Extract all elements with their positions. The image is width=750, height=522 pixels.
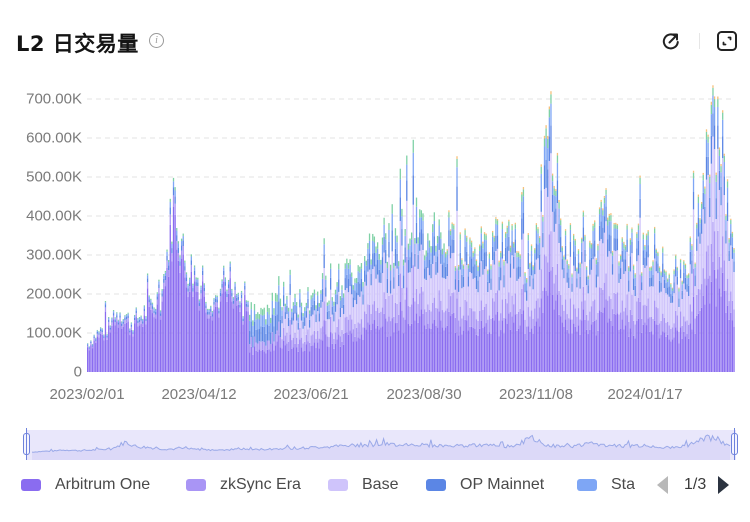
legend-label: Sta xyxy=(611,476,635,493)
y-tick-0: 0 xyxy=(73,363,82,381)
chart-header: L2 日交易量 i xyxy=(0,0,750,80)
legend-prev-page-icon[interactable] xyxy=(657,476,668,494)
datazoom-start-handle[interactable] xyxy=(23,428,30,460)
chart-title: L2 日交易量 xyxy=(16,32,139,56)
legend-item-starknet[interactable]: Sta xyxy=(577,472,635,498)
x-tick: 2023/08/30 xyxy=(386,386,462,403)
legend-swatch xyxy=(186,479,206,491)
y-tick-600k: 600.00K xyxy=(26,129,82,147)
x-tick: 2023/04/12 xyxy=(161,386,237,403)
datazoom-preview-line xyxy=(31,434,731,460)
x-tick: 2023/06/21 xyxy=(273,386,349,403)
stacked-bar-chart[interactable] xyxy=(0,0,750,430)
y-tick-400k: 400.00K xyxy=(26,207,82,225)
x-tick: 2024/01/17 xyxy=(607,386,683,403)
datazoom-slider[interactable] xyxy=(23,428,738,460)
y-tick-200k: 200.00K xyxy=(26,285,82,303)
x-tick: 2023/11/08 xyxy=(499,386,573,403)
legend-label: Arbitrum One xyxy=(55,476,151,493)
y-tick-300k: 300.00K xyxy=(26,246,82,264)
refresh-icon[interactable] xyxy=(660,30,682,52)
header-divider xyxy=(699,33,700,49)
info-icon[interactable]: i xyxy=(149,33,164,48)
legend-label: zkSync Era xyxy=(220,476,301,493)
legend-page-indicator: 1/3 xyxy=(684,476,707,493)
legend-label: OP Mainnet xyxy=(460,476,545,493)
legend-item-zksync-era[interactable]: zkSync Era xyxy=(186,472,301,498)
legend-label: Base xyxy=(362,476,399,493)
legend-swatch xyxy=(577,479,597,491)
bar-series-group xyxy=(87,85,735,372)
y-tick-100k: 100.00K xyxy=(26,324,82,342)
y-axis-labels: 0 100.00K 200.00K 300.00K 400.00K 500.00… xyxy=(0,0,82,400)
legend-item-base[interactable]: Base xyxy=(328,472,398,498)
legend-swatch xyxy=(328,479,348,491)
y-tick-500k: 500.00K xyxy=(26,168,82,186)
legend-swatch xyxy=(21,479,41,491)
expand-icon[interactable] xyxy=(716,30,738,52)
legend-next-page-icon[interactable] xyxy=(718,476,730,494)
x-tick: 2023/02/01 xyxy=(49,386,125,403)
legend-item-op-mainnet[interactable]: OP Mainnet xyxy=(426,472,544,498)
legend-swatch xyxy=(426,479,446,491)
datazoom-end-handle[interactable] xyxy=(731,428,738,460)
y-tick-700k: 700.00K xyxy=(26,90,82,108)
legend-item-arbitrum-one[interactable]: Arbitrum One xyxy=(21,472,150,498)
x-axis-labels: 2023/02/01 2023/04/12 2023/06/21 2023/08… xyxy=(0,386,750,408)
legend-pager: 1/3 xyxy=(657,472,730,498)
chart-legend: Arbitrum One zkSync Era Base OP Mainnet … xyxy=(0,472,750,498)
